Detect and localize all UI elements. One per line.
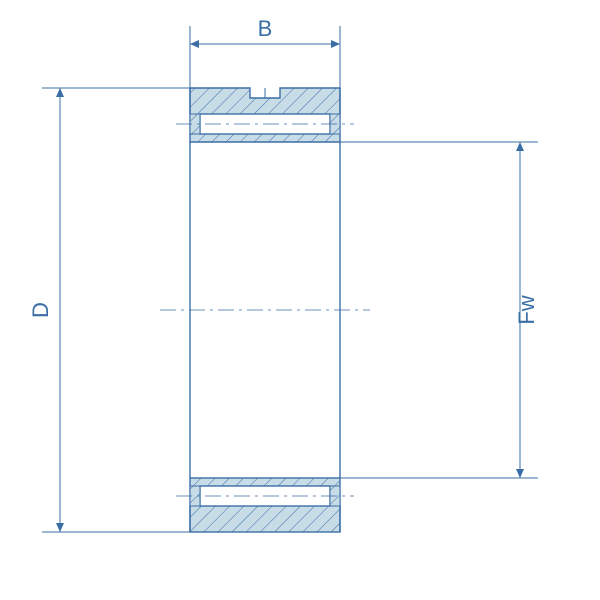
label-b: B — [258, 16, 273, 41]
arrowhead — [516, 142, 524, 151]
arrowhead — [331, 40, 340, 48]
label-fw: Fw — [514, 295, 539, 324]
arrowhead — [56, 523, 64, 532]
bearing-cross-section: B D Fw — [0, 0, 600, 600]
arrowhead — [190, 40, 199, 48]
arrowhead — [516, 469, 524, 478]
label-d: D — [28, 302, 53, 318]
arrowhead — [56, 88, 64, 97]
